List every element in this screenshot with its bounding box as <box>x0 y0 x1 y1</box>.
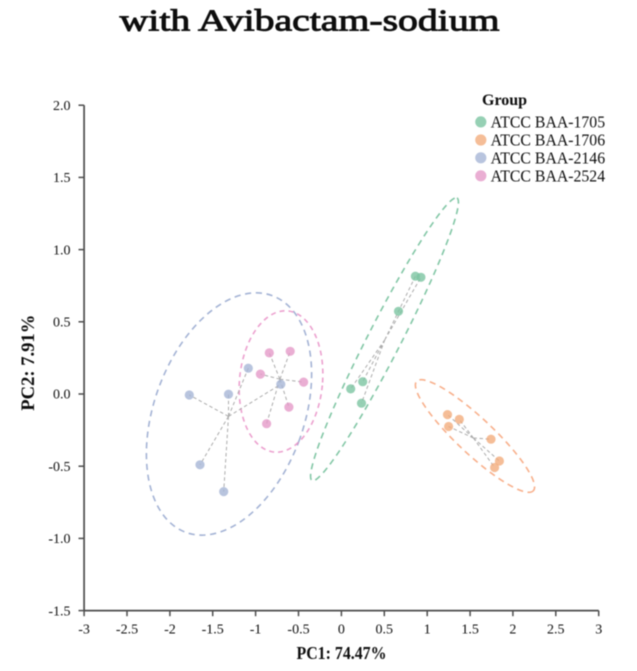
svg-text:0.5: 0.5 <box>53 316 71 331</box>
svg-text:1.5: 1.5 <box>53 171 71 186</box>
svg-text:1: 1 <box>424 623 431 638</box>
svg-text:2.5: 2.5 <box>547 623 565 638</box>
svg-text:0: 0 <box>338 623 345 638</box>
svg-text:2.0: 2.0 <box>53 99 71 114</box>
svg-text:ATCC BAA-1705: ATCC BAA-1705 <box>491 113 605 132</box>
svg-text:-0.5: -0.5 <box>287 623 309 638</box>
svg-text:-0.5: -0.5 <box>48 460 70 475</box>
svg-text:PC2: 7.91%: PC2: 7.91% <box>18 315 39 411</box>
svg-text:-2: -2 <box>164 623 176 638</box>
svg-text:-1.5: -1.5 <box>202 623 224 638</box>
svg-text:1.0: 1.0 <box>53 243 71 258</box>
svg-text:-2.5: -2.5 <box>116 623 138 638</box>
svg-text:ATCC BAA-2146: ATCC BAA-2146 <box>491 149 605 168</box>
svg-text:with Avibactam-sodium: with Avibactam-sodium <box>120 3 500 38</box>
svg-text:3: 3 <box>595 623 602 638</box>
svg-text:-1.0: -1.0 <box>48 532 70 547</box>
svg-text:-1: -1 <box>250 623 262 638</box>
svg-text:-3: -3 <box>78 623 90 638</box>
svg-text:2: 2 <box>509 623 516 638</box>
svg-text:0.0: 0.0 <box>53 388 71 403</box>
svg-text:-1.5: -1.5 <box>48 604 70 619</box>
svg-text:0.5: 0.5 <box>376 623 394 638</box>
svg-text:Group: Group <box>482 92 527 109</box>
svg-text:ATCC BAA-1706: ATCC BAA-1706 <box>491 131 605 150</box>
svg-text:ATCC BAA-2524: ATCC BAA-2524 <box>491 167 606 186</box>
svg-text:PC1: 74.47%: PC1: 74.47% <box>297 643 387 663</box>
svg-text:1.5: 1.5 <box>461 623 479 638</box>
